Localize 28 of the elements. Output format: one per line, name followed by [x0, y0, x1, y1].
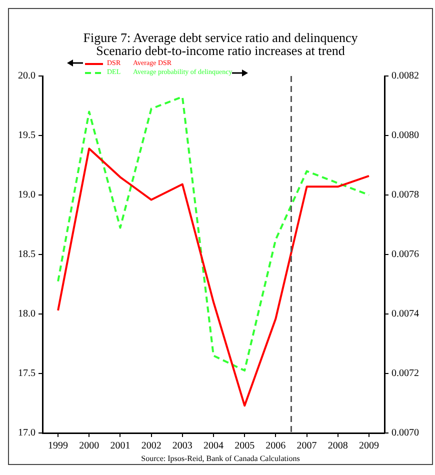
- x-tick-label: 2006: [266, 440, 286, 452]
- x-tick-label: 2004: [204, 440, 224, 452]
- y-tick-label: 17.0: [18, 428, 36, 439]
- x-tick-label: 1999: [48, 440, 68, 452]
- chart-title: Figure 7: Average debt service ratio and delinquency: [82, 30, 359, 45]
- x-tick-label: 2001: [110, 440, 130, 452]
- x-tick-label: 2008: [328, 440, 348, 452]
- line-series: [57, 96, 370, 372]
- x-tick-label: 2002: [141, 440, 162, 452]
- y-tick-label: 19.0: [18, 190, 36, 201]
- x-tick-label: 2007: [296, 440, 317, 452]
- y2-tick-label: 0.0076: [392, 249, 419, 260]
- y-tick-label: 17.5: [18, 368, 36, 380]
- y2-tick-label: 0.0074: [392, 308, 419, 320]
- y-tick-label: 20.0: [18, 70, 36, 82]
- y2-tick-label: 0.0070: [392, 428, 419, 439]
- y2-tick-label: 0.0080: [392, 130, 419, 142]
- source-note: Source: Ipsos-Reid, Bank of Canada Calculations: [140, 454, 301, 463]
- y2-tick-label: 0.0078: [392, 190, 419, 201]
- y2-tick-label: 0.0082: [392, 70, 419, 82]
- y-tick-label: 18.0: [18, 308, 36, 320]
- x-tick-label: 2005: [234, 440, 255, 452]
- x-tick-label: 2009: [358, 440, 379, 452]
- x-tick-label: 2003: [172, 440, 192, 452]
- y-tick-label: 19.5: [18, 130, 36, 142]
- x-tick-label: 2000: [79, 440, 100, 452]
- y2-tick-label: 0.0072: [392, 368, 419, 380]
- y-tick-label: 18.5: [18, 249, 36, 260]
